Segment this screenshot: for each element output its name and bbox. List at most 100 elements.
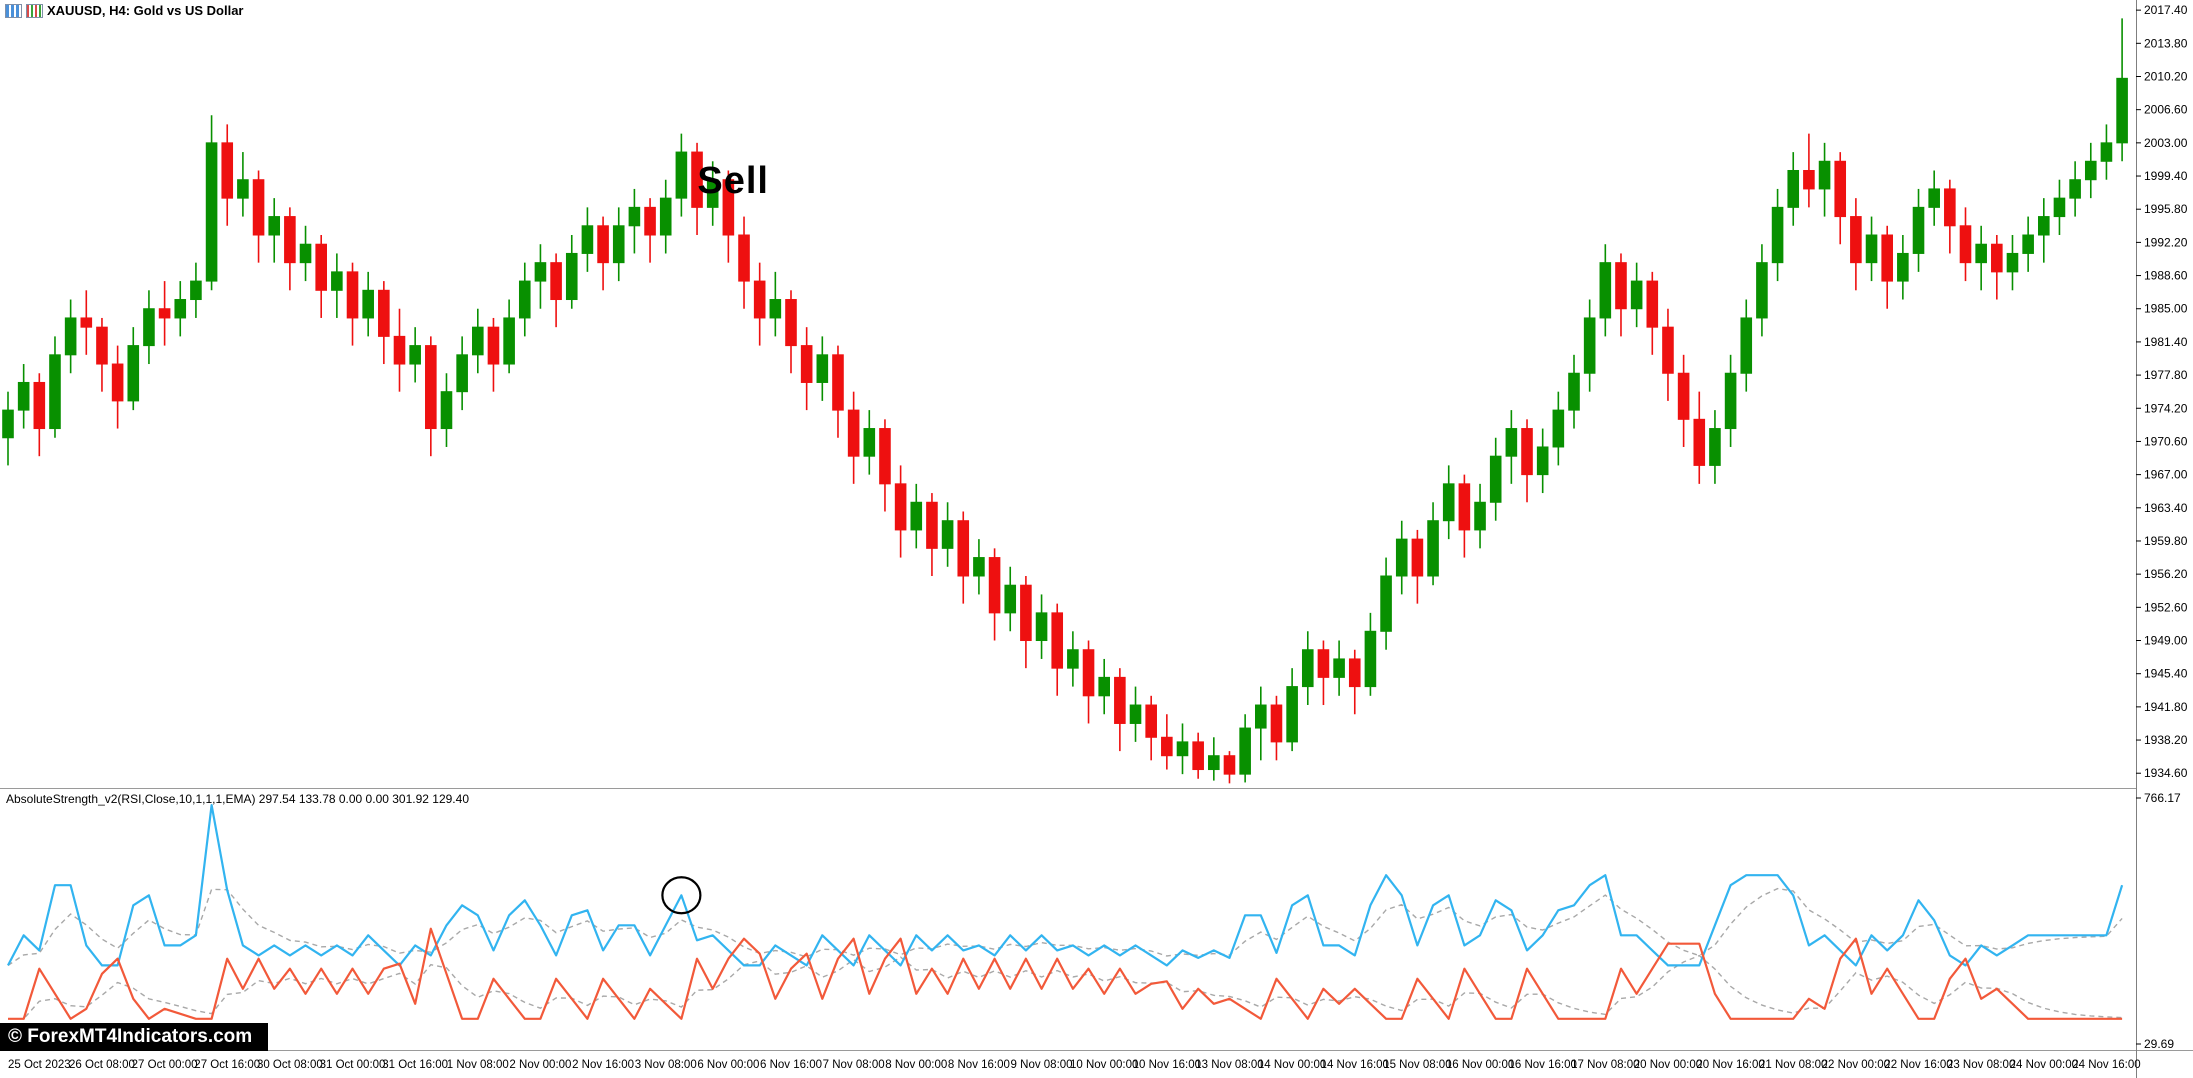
price-axis-label: 1956.20 [2144,567,2188,581]
price-axis-label: 1977.80 [2144,368,2188,382]
candle-body [268,216,281,236]
candle-body [832,354,844,411]
candle-body [1442,483,1455,522]
candle-body [753,280,766,319]
candle-body [1897,252,1909,282]
candle-body [1114,676,1126,724]
candle-body [1082,649,1095,697]
time-axis-label: 20 Nov 00:00 [1634,1059,1702,1071]
candle-body [346,271,359,319]
indicator-axis-min-label: 29.69 [2144,1037,2175,1051]
candle-body [1552,409,1565,448]
candle-body [706,179,719,208]
candle-body [252,179,265,236]
time-axis-label: 14 Nov 16:00 [1321,1059,1389,1071]
candle-body [2006,252,2019,273]
time-axis-label: 25 Oct 2023 [8,1059,71,1071]
time-axis-label: 3 Nov 08:00 [635,1059,697,1071]
price-axis-label: 1963.40 [2144,501,2188,515]
indicator-axis-max-label: 766.17 [2144,791,2181,805]
candle-body [1881,234,1894,282]
candle-body [894,483,907,531]
chart-title-bar: XAUUSD, H4: Gold vs US Dollar [5,3,243,18]
candle-body [143,308,155,347]
time-axis-label: 30 Oct 08:00 [257,1059,323,1071]
candle-body [628,206,641,227]
candle-body [1771,206,1784,264]
candle-body [1301,649,1314,688]
candle-body [1051,612,1064,669]
price-axis-label: 1974.20 [2144,401,2188,415]
price-axis-label: 1938.20 [2144,733,2188,747]
candlestick-chart-icon [26,3,43,18]
candle-body [722,179,735,236]
candle-body [1677,372,1690,420]
candle-body [738,234,750,282]
candle-body [1427,520,1439,577]
candle-body [17,381,30,411]
candle-body [393,335,406,365]
candle-body [1756,262,1768,319]
time-axis-label: 27 Oct 00:00 [132,1059,198,1071]
candle-body [957,520,970,577]
candle-body [1270,704,1283,743]
candle-body [1646,280,1659,328]
candle-body [1035,612,1048,642]
candle-body [2038,216,2050,236]
time-axis-label: 16 Nov 16:00 [1508,1059,1576,1071]
candle-body [941,520,954,549]
price-axis-label: 2003.00 [2144,136,2188,150]
time-axis[interactable] [0,1052,2136,1078]
candle-body [1693,418,1706,466]
price-axis-label: 1952.60 [2144,600,2188,614]
candle-body [1208,755,1220,771]
candle-body [158,308,171,319]
candle-body [1818,160,1831,190]
candle-body [659,197,672,236]
price-axis[interactable] [2137,0,2193,1078]
candle-body [111,363,124,402]
bulls-strength-line [7,803,2124,967]
candle-body [1458,483,1471,531]
price-axis-label: 1995.80 [2144,202,2188,216]
candle-body [816,354,829,383]
candle-body [378,289,390,337]
candle-body [988,557,1001,614]
candle-body [2053,197,2066,218]
bears-strength-line [8,927,2123,1020]
candle-body [1489,455,1502,503]
price-axis-label: 2006.60 [2144,103,2188,117]
time-axis-label: 10 Nov 00:00 [1070,1059,1138,1071]
candle-body [190,280,202,301]
candle-body [1630,280,1643,310]
time-axis-label: 22 Nov 16:00 [1884,1059,1952,1071]
candle-body [362,289,374,319]
time-axis-label: 2 Nov 16:00 [572,1059,634,1071]
candle-body [127,345,140,402]
candle-body [1975,243,1987,264]
candle-body [1912,206,1925,254]
candle-body [581,225,594,254]
candle-body [80,317,93,328]
sell-annotation[interactable]: Sell [697,159,769,202]
time-axis-label: 2 Nov 00:00 [509,1059,571,1071]
candle-body [2116,77,2128,144]
time-axis-label: 10 Nov 16:00 [1133,1059,1201,1071]
candle-body [440,391,453,430]
price-axis-label: 1941.80 [2144,700,2188,714]
time-axis-label: 9 Nov 08:00 [1011,1059,1073,1071]
candle-body [769,299,782,319]
time-axis-label: 17 Nov 08:00 [1571,1059,1639,1071]
chart-title: XAUUSD, H4: Gold vs US Dollar [47,3,244,18]
candle-body [518,280,531,319]
candle-body [1787,169,1800,208]
candle-body [425,345,437,430]
time-axis-label: 14 Nov 00:00 [1258,1059,1326,1071]
time-axis-label: 24 Nov 00:00 [2010,1059,2078,1071]
candle-body [926,501,938,549]
candle-body [1239,727,1251,775]
circle-annotation[interactable] [661,876,702,915]
candle-body [1286,686,1298,743]
